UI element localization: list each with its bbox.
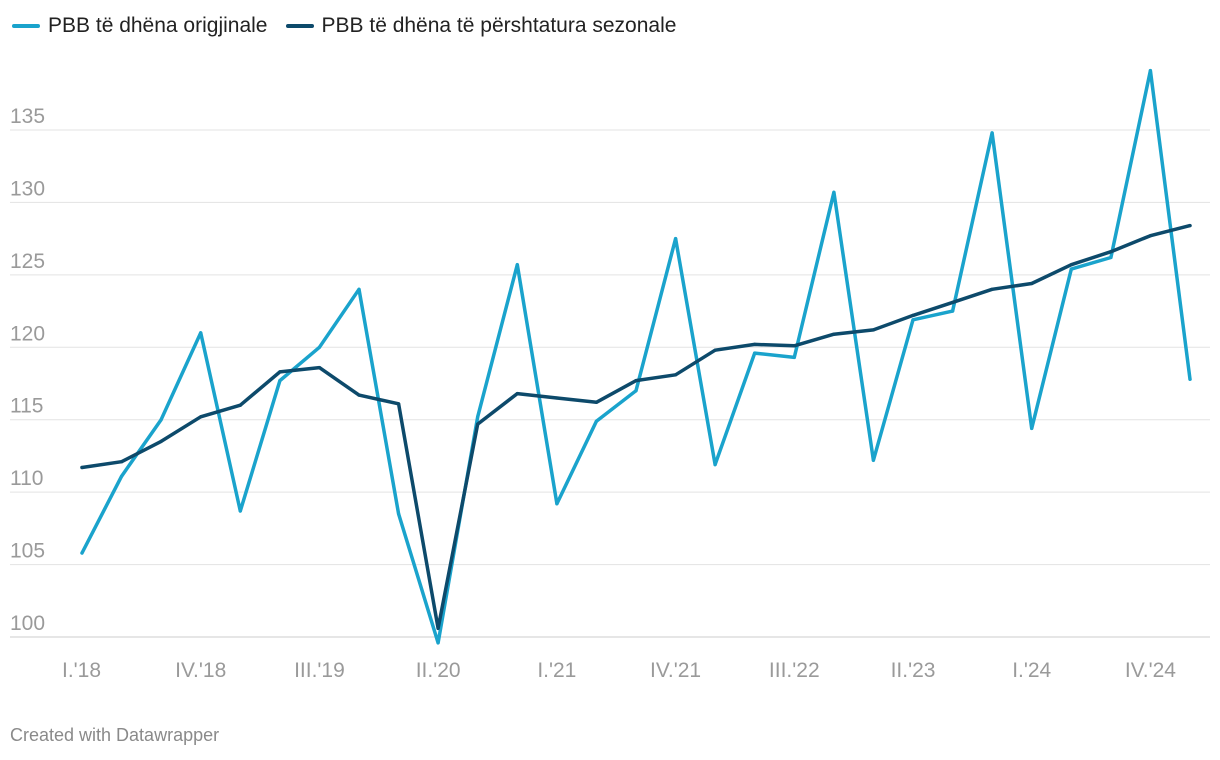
point-seasonally-adjusted-27 [1148,234,1152,238]
x-tick-label: II.'20 [416,659,461,682]
y-tick-label: 135 [10,105,45,128]
y-tick-label: 115 [10,395,43,418]
point-original-9 [436,641,440,645]
point-seasonally-adjusted-4 [238,403,242,407]
point-original-22 [951,309,955,313]
point-seasonally-adjusted-2 [159,439,163,443]
point-seasonally-adjusted-17 [753,342,757,346]
point-seasonally-adjusted-14 [634,379,638,383]
x-tick-label: IV.'18 [175,659,226,682]
series-line-original [80,68,1192,645]
point-original-10 [476,415,480,419]
point-seasonally-adjusted-10 [476,422,480,426]
series-line-seasonally-adjusted [80,223,1192,631]
point-original-26 [1109,255,1113,260]
point-original-16 [713,463,717,467]
legend-label-seasonally-adjusted: PBB të dhëna të përshtatura sezonale [321,14,677,37]
point-seasonally-adjusted-7 [357,393,361,397]
point-original-18 [792,355,796,359]
point-original-15 [674,237,678,241]
x-tick-label: I.'18 [62,659,101,682]
point-seasonally-adjusted-18 [792,344,796,348]
point-original-20 [871,458,876,462]
point-seasonally-adjusted-23 [990,287,994,291]
x-tick-label: III.'19 [294,659,345,682]
point-original-7 [357,287,361,291]
point-seasonally-adjusted-26 [1109,250,1113,254]
point-original-8 [397,512,401,516]
x-tick-label: IV.'21 [650,659,701,682]
line-chart: 100 105 110 115 120 125 130 135 I.'18 IV.'18 III.'… [10,68,1210,682]
point-original-3 [199,331,203,335]
y-tick-label: 130 [10,177,45,200]
point-seasonally-adjusted-11 [515,392,519,396]
y-tick-label: 125 [10,250,45,273]
point-seasonally-adjusted-25 [1069,263,1073,267]
point-original-24 [1030,426,1034,430]
y-tick-label: 100 [10,612,45,635]
point-seasonally-adjusted-19 [832,332,836,336]
point-original-2 [159,418,163,422]
x-tick-label: I.'21 [537,659,576,682]
point-seasonally-adjusted-3 [199,415,203,419]
point-original-19 [832,190,836,194]
y-tick-label: 120 [10,322,45,345]
point-original-11 [515,263,519,267]
legend-item-seasonally-adjusted: PBB të dhëna të përshtatura sezonale [285,14,677,38]
point-seasonally-adjusted-20 [871,328,876,332]
y-tick-label: 105 [10,540,45,563]
point-seasonally-adjusted-24 [1030,281,1034,286]
point-original-4 [238,509,242,513]
point-original-17 [753,351,757,355]
point-seasonally-adjusted-9 [436,626,440,630]
point-seasonally-adjusted-1 [120,460,124,464]
x-tick-label: I.'24 [1012,659,1051,682]
point-original-13 [594,419,599,423]
point-original-1 [120,474,124,478]
point-original-6 [317,345,321,349]
x-tick-label: III.'22 [769,659,820,682]
footer-credit: Created with Datawrapper [10,725,220,745]
legend-swatch-seasonally-adjusted [285,24,314,28]
legend-item-original: PBB të dhëna origjinale [12,14,268,38]
x-tick-label: II.'23 [891,659,936,682]
point-original-12 [555,502,559,506]
point-original-5 [278,379,282,383]
point-seasonally-adjusted-5 [278,370,282,374]
point-seasonally-adjusted-15 [674,373,678,377]
point-seasonally-adjusted-0 [80,465,84,470]
point-original-21 [911,318,915,322]
point-seasonally-adjusted-12 [555,396,559,400]
legend-swatch-original [12,24,40,28]
point-seasonally-adjusted-28 [1188,224,1192,228]
point-original-27 [1148,69,1152,73]
point-original-23 [990,131,994,135]
chart-legend: PBB të dhëna origjinale PBB të dhëna të … [12,14,676,38]
point-seasonally-adjusted-16 [713,348,717,352]
point-original-14 [634,389,638,393]
point-seasonally-adjusted-8 [397,402,401,406]
point-original-25 [1069,267,1073,271]
point-seasonally-adjusted-13 [594,400,599,404]
x-tick-label: IV.'24 [1125,659,1176,682]
legend-label-original: PBB të dhëna origjinale [48,14,268,37]
point-original-28 [1188,377,1192,381]
y-tick-label: 110 [10,467,43,490]
point-seasonally-adjusted-22 [951,300,955,304]
point-seasonally-adjusted-6 [317,366,321,370]
point-original-0 [80,551,84,555]
point-seasonally-adjusted-21 [911,313,915,317]
